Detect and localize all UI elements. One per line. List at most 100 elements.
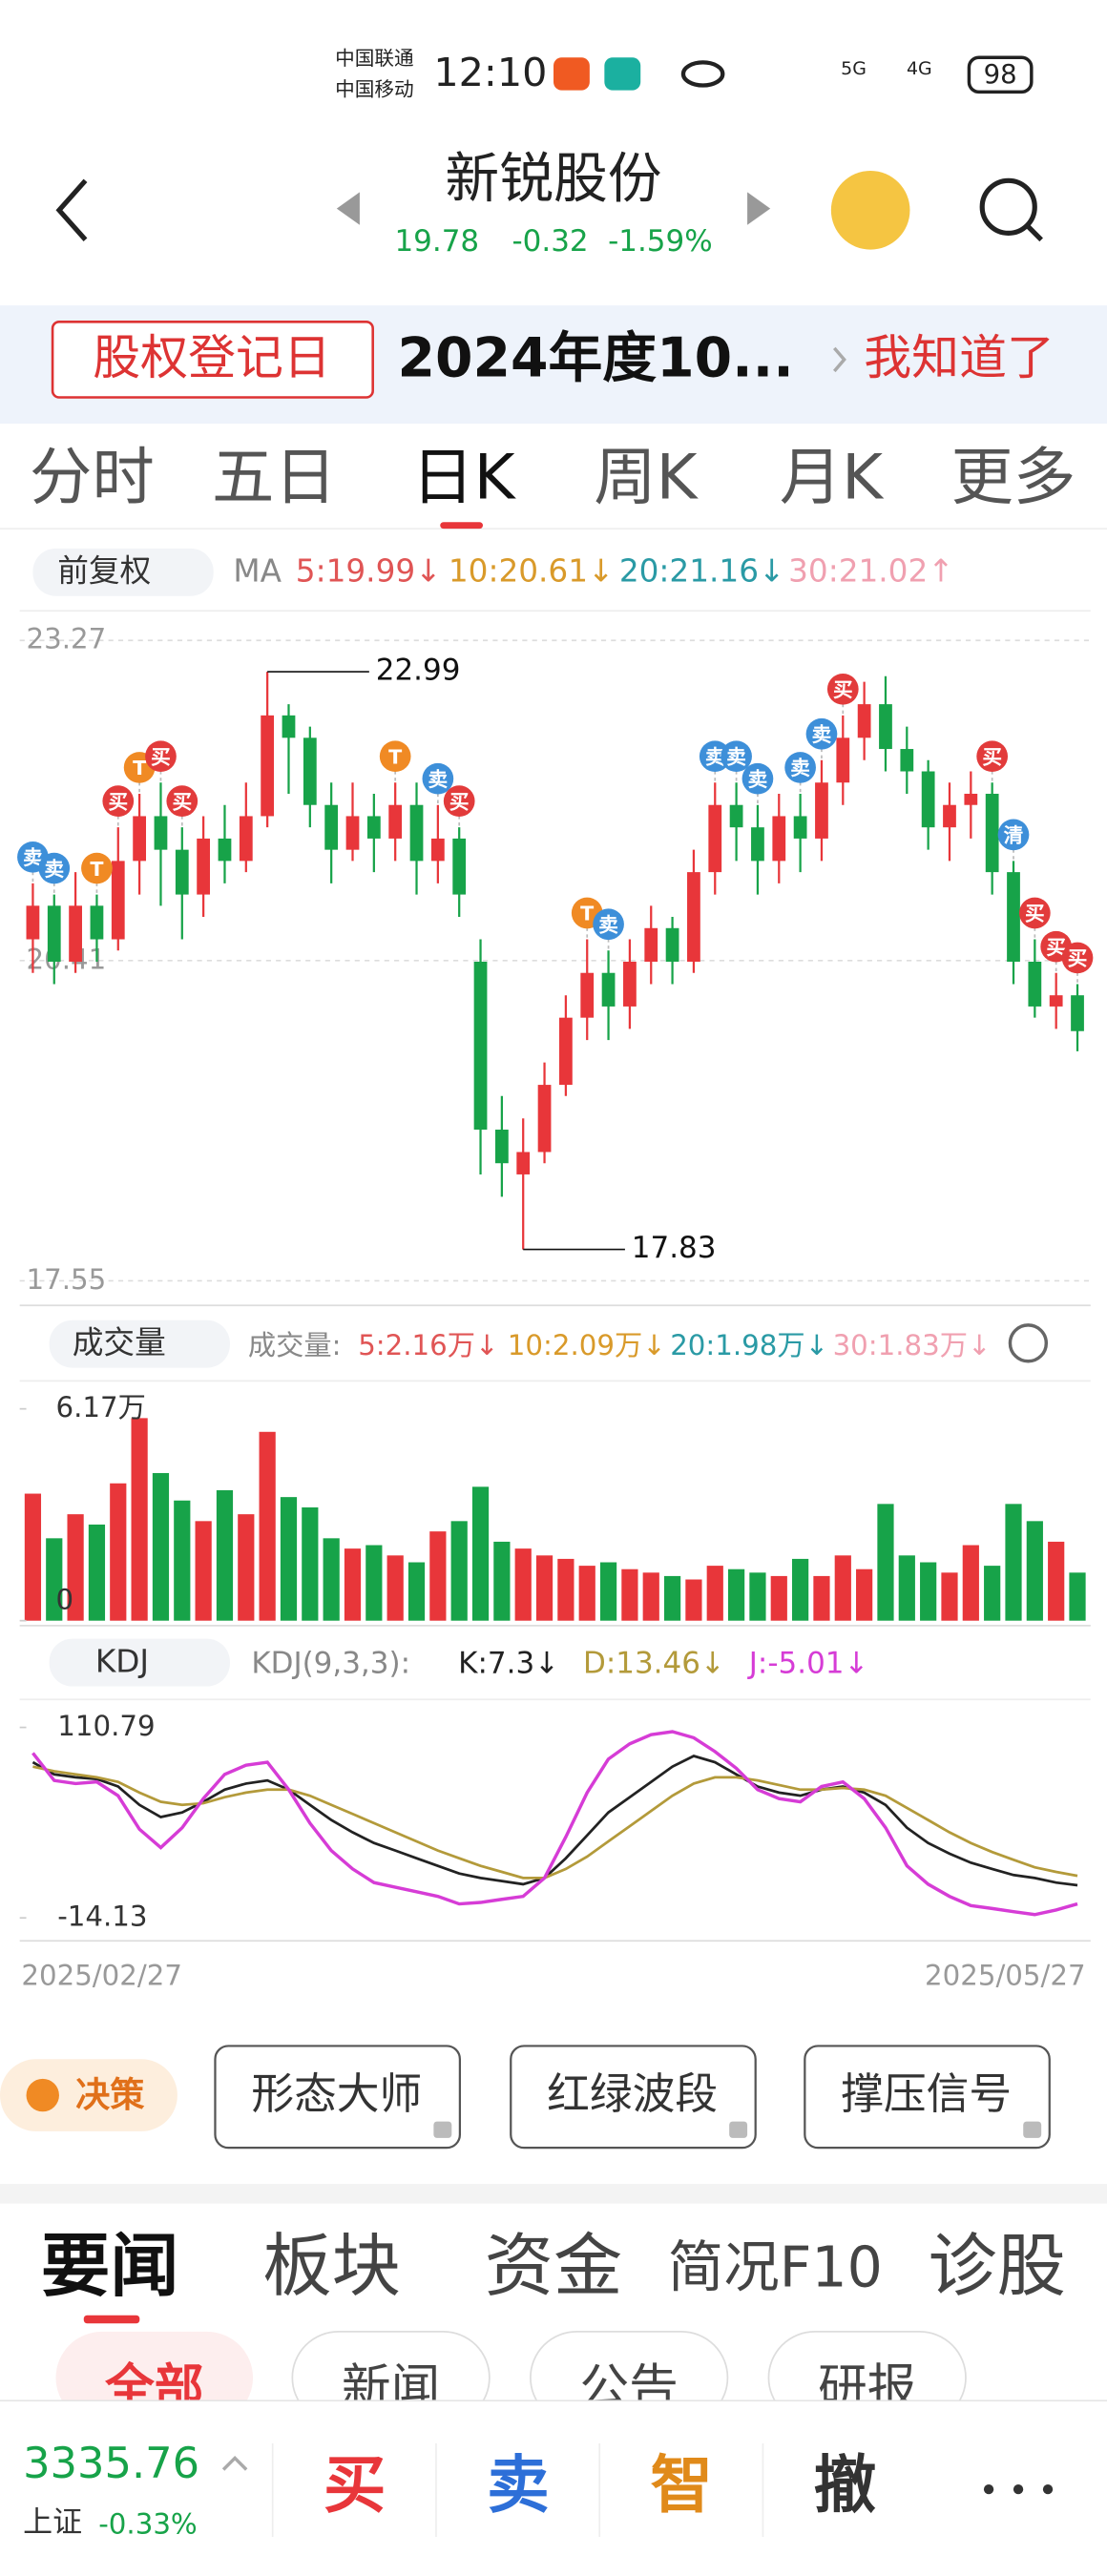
signal-label: 卖 bbox=[812, 723, 832, 746]
tab-underline bbox=[440, 522, 483, 530]
signal-marker bbox=[805, 717, 838, 750]
separator bbox=[0, 2184, 1107, 2204]
volume-bar bbox=[471, 1486, 490, 1621]
volume-bar bbox=[195, 1521, 212, 1621]
period-tab[interactable]: 分时 bbox=[30, 441, 155, 513]
signal-marker bbox=[379, 740, 411, 773]
kdj-j: J:-5.01↓ bbox=[747, 1647, 869, 1681]
signal-marker bbox=[145, 740, 177, 773]
period-tab[interactable]: 周K bbox=[594, 441, 699, 513]
candle-body bbox=[366, 816, 381, 839]
mascot[interactable] bbox=[830, 170, 910, 250]
signal-label: 卖 bbox=[705, 745, 725, 768]
period-tab[interactable]: 日K bbox=[411, 441, 516, 513]
search[interactable] bbox=[979, 177, 1037, 236]
settings[interactable] bbox=[1008, 1323, 1049, 1363]
signal-label: 买 bbox=[151, 745, 171, 768]
signal-marker bbox=[784, 752, 816, 783]
candle-body bbox=[580, 972, 595, 1018]
trade-action[interactable]: 买 bbox=[324, 2449, 386, 2522]
y-tick-label: 110.79 bbox=[57, 1710, 155, 1742]
banner-tag: 股权登记日 bbox=[93, 330, 331, 385]
trade-action[interactable]: 智 bbox=[651, 2449, 713, 2522]
news-tab[interactable]: 要闻 bbox=[41, 2227, 179, 2307]
kdj-params: KDJ(9,3,3): bbox=[251, 1647, 410, 1681]
signal-label: 卖 bbox=[748, 768, 768, 791]
trade-action[interactable]: 撤 bbox=[814, 2449, 876, 2522]
signal-label: 卖 bbox=[790, 757, 810, 779]
volume-bar bbox=[621, 1568, 638, 1621]
volume-bar bbox=[599, 1562, 617, 1621]
signal-marker bbox=[443, 785, 475, 817]
kdj-pill[interactable] bbox=[49, 1638, 230, 1687]
signal-label: 买 bbox=[1025, 903, 1045, 925]
candle-body bbox=[282, 715, 296, 738]
period-tab[interactable]: 月K bbox=[780, 441, 885, 513]
x-tick-label: 2025/02/27 bbox=[21, 1960, 182, 1992]
signal-marker bbox=[976, 740, 1009, 773]
adjust-pill[interactable] bbox=[32, 548, 214, 596]
more[interactable] bbox=[983, 2483, 994, 2495]
trade-action[interactable]: 卖 bbox=[487, 2449, 549, 2522]
news-tab[interactable]: 简况F10 bbox=[668, 2234, 883, 2299]
banner-text[interactable]: 2024年度10... bbox=[397, 326, 793, 389]
battery-level: 98 bbox=[984, 59, 1017, 90]
volume-bar bbox=[323, 1538, 340, 1621]
signal-label: 买 bbox=[1068, 947, 1088, 970]
eye-icon bbox=[680, 60, 725, 88]
candle-body bbox=[921, 771, 935, 828]
candle-body bbox=[494, 1130, 509, 1164]
index-value[interactable]: 3335.76 bbox=[23, 2438, 199, 2488]
tool-button[interactable] bbox=[510, 2045, 757, 2150]
volume-bar bbox=[110, 1483, 127, 1621]
tool-button[interactable] bbox=[804, 2045, 1051, 2150]
volume-pill[interactable] bbox=[49, 1319, 230, 1368]
candle-body bbox=[452, 838, 467, 895]
candle-body bbox=[516, 1152, 531, 1174]
volume-bar bbox=[642, 1572, 659, 1621]
volume-selector: 成交量 bbox=[73, 1325, 166, 1361]
volume-bar bbox=[216, 1489, 234, 1621]
news-tab[interactable]: 诊股 bbox=[928, 2227, 1066, 2307]
volume-bar bbox=[24, 1493, 42, 1621]
more bbox=[1013, 2483, 1024, 2495]
news-underline bbox=[83, 2315, 140, 2324]
candle-body bbox=[26, 905, 40, 940]
candle-body bbox=[687, 872, 700, 962]
volume-bar bbox=[727, 1568, 745, 1621]
candle-body bbox=[665, 927, 679, 962]
decision-icon bbox=[26, 2078, 59, 2112]
volume-bar bbox=[663, 1575, 681, 1621]
back[interactable] bbox=[55, 178, 88, 241]
signal-label: 卖 bbox=[598, 913, 618, 936]
banner-action[interactable]: 我知道了 bbox=[864, 330, 1055, 385]
period-tab[interactable]: 更多 bbox=[951, 441, 1076, 513]
news-tab[interactable]: 资金 bbox=[485, 2227, 623, 2307]
price: 19.78 bbox=[394, 224, 479, 259]
kdj-d: D:13.46↓ bbox=[583, 1647, 725, 1681]
next-stock[interactable] bbox=[747, 192, 771, 225]
adjust: 前复权 bbox=[57, 553, 151, 590]
period-tab[interactable]: 五日 bbox=[212, 441, 337, 513]
vol20: 20:1.98万↓ bbox=[670, 1329, 828, 1361]
candle-body bbox=[879, 704, 892, 750]
tool-label: 形态大师 bbox=[251, 2068, 422, 2119]
decision-pill[interactable] bbox=[0, 2059, 178, 2131]
news-tab[interactable]: 板块 bbox=[262, 2227, 401, 2307]
volume-bar bbox=[67, 1514, 84, 1621]
candle-body bbox=[239, 816, 253, 862]
app-icon bbox=[554, 57, 590, 91]
candle-body bbox=[154, 816, 168, 850]
signal-label: 清 bbox=[1004, 824, 1024, 847]
volume-bar bbox=[813, 1575, 830, 1621]
tool-label: 撑压信号 bbox=[841, 2068, 1012, 2119]
change: -0.32 bbox=[512, 224, 588, 259]
candle-body bbox=[1071, 995, 1084, 1031]
volume-bar bbox=[386, 1555, 404, 1621]
carrier: 中国联通 bbox=[335, 47, 414, 70]
tool-button[interactable] bbox=[214, 2045, 462, 2150]
volume-bar bbox=[706, 1566, 723, 1621]
signal-label: 买 bbox=[1046, 936, 1066, 959]
prev-stock[interactable] bbox=[336, 192, 360, 225]
